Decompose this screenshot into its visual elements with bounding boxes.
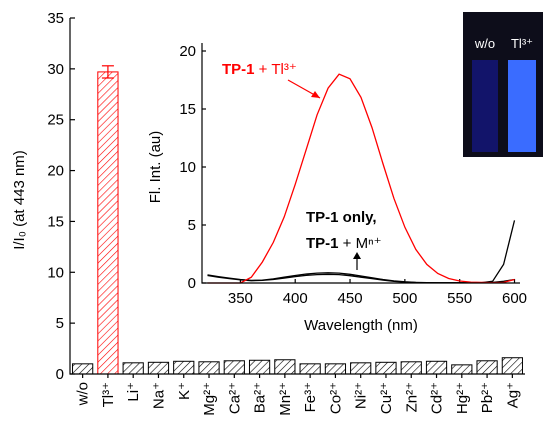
bar	[400, 361, 422, 375]
annotation: TP-1 only,	[306, 209, 377, 226]
x-tick-label: Pb²⁺	[479, 382, 496, 413]
y-tick-label: 5	[56, 315, 64, 332]
inset-y-axis-title: Fl. Int. (au)	[147, 131, 164, 204]
annotation-part: + Mⁿ⁺	[339, 235, 382, 252]
bar	[274, 359, 296, 375]
bar	[72, 363, 94, 375]
annotation-part: TP-1	[222, 61, 255, 78]
annotation-arrowhead	[353, 252, 361, 259]
inset-x-tick-label: 550	[447, 290, 472, 307]
annotation-arrowhead	[311, 91, 320, 98]
bar	[451, 364, 473, 375]
bar	[147, 361, 170, 375]
annotation-part: + Tl³⁺	[255, 61, 297, 78]
y-tick-label: 10	[47, 264, 64, 281]
inset-y-tick-label: 0	[188, 275, 196, 292]
cuvette-blank	[472, 60, 498, 152]
spectrum-line	[207, 73, 515, 284]
y-tick-label: 20	[47, 163, 64, 180]
x-tick-label: Co²⁺	[327, 382, 344, 414]
annotation: TP-1 + Tl³⁺	[222, 61, 297, 78]
annotation-part: TP-1	[306, 235, 339, 252]
photo-label: Tl³⁺	[511, 36, 533, 51]
y-axis-title: I/I₀ (at 443 nm)	[11, 150, 28, 250]
inset-y-tick-label: 5	[188, 217, 196, 234]
bar	[350, 362, 372, 375]
x-tick-label: Cu²⁺	[378, 382, 395, 414]
bar	[501, 357, 523, 375]
cuvette-tl	[508, 60, 536, 152]
inset-y-tick-label: 20	[179, 43, 196, 60]
bar	[198, 361, 220, 375]
bar	[248, 359, 271, 375]
bar	[173, 360, 195, 375]
inset-y-tick-label: 15	[179, 101, 196, 118]
bar	[97, 71, 119, 375]
x-tick-label: Fe³⁺	[302, 382, 319, 412]
x-tick-label: w/o	[75, 382, 92, 406]
bar	[299, 363, 321, 375]
x-tick-label: Li⁺	[125, 382, 142, 402]
error-bar	[101, 65, 114, 79]
y-tick-label: 25	[47, 112, 64, 129]
bar	[324, 363, 347, 375]
x-tick-label: Mg²⁺	[201, 382, 218, 416]
x-tick-label: Ca²⁺	[226, 382, 243, 414]
annotation-part: only,	[339, 209, 377, 226]
x-tick-label: K⁺	[176, 382, 193, 400]
bar	[375, 361, 397, 375]
x-tick-label: Ag⁺	[504, 382, 521, 408]
x-tick-label: Ba²⁺	[252, 382, 269, 413]
inset-x-tick-label: 350	[228, 290, 253, 307]
y-tick-label: 35	[47, 10, 64, 27]
annotation: TP-1 + Mⁿ⁺	[306, 235, 382, 252]
inset-x-tick-label: 600	[502, 290, 527, 307]
x-tick-label: Hg²⁺	[454, 382, 471, 414]
x-tick-label: Tl³⁺	[100, 382, 117, 407]
bar	[223, 360, 245, 375]
x-tick-label: Na⁺	[150, 382, 167, 409]
axes	[69, 18, 525, 375]
bar	[122, 362, 144, 375]
inset-x-tick-label: 500	[392, 290, 417, 307]
x-tick-label: Zn²⁺	[403, 382, 420, 412]
photo-label: w/o	[474, 36, 495, 51]
inset-y-tick-label: 10	[179, 159, 196, 176]
x-tick-label: Ni²⁺	[353, 382, 370, 409]
inset-x-tick-label: 400	[283, 290, 308, 307]
bar	[425, 360, 448, 375]
inset-x-axis-title: Wavelength (nm)	[304, 317, 418, 334]
x-tick-label: Cd²⁺	[429, 382, 446, 414]
y-tick-label: 30	[47, 61, 64, 78]
y-tick-label: 0	[56, 366, 64, 383]
inset-x-tick-label: 450	[338, 290, 363, 307]
bar	[476, 360, 498, 375]
annotation-part: TP-1	[306, 209, 339, 226]
x-tick-label: Mn²⁺	[277, 382, 294, 416]
inset-axes	[201, 43, 520, 284]
y-tick-label: 15	[47, 213, 64, 230]
